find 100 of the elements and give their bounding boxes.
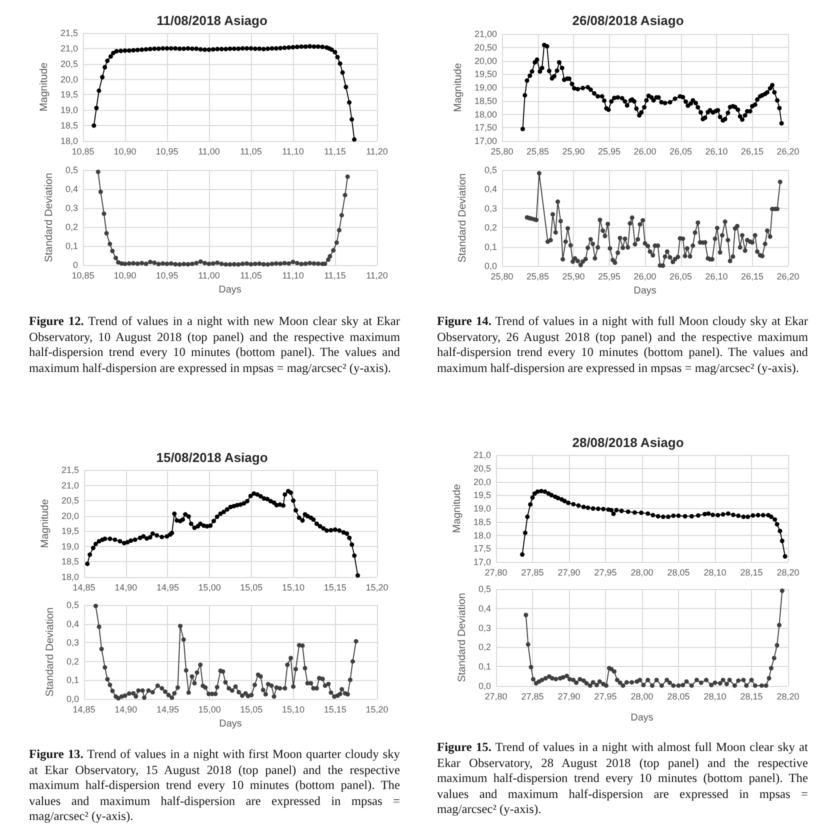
chart-title: 11/08/2018 Asiago bbox=[156, 13, 268, 28]
y-tick-label: 21,00 bbox=[474, 29, 497, 39]
x-tick-label: 11,10 bbox=[282, 146, 304, 156]
caption: Figure 14. Trend of values in a night with full Moon cloudy sky at Ekar Observatory, 26 August 2018 (top panel) and the respective maximum half-dispersion trend every 10 minutes (bottom panel). The values and maximum half-dispersion are expressed in mpsas = mag/arcsec² (y-axis). bbox=[437, 314, 808, 374]
y-tick-label: 21,0 bbox=[61, 480, 79, 490]
y-tick-label: 18,5 bbox=[60, 120, 78, 131]
x-tick-label: 26,20 bbox=[776, 272, 800, 282]
x-tick-label: 25,95 bbox=[598, 272, 621, 282]
x-tick-label: 27,80 bbox=[484, 692, 508, 702]
x-tick-label: 26,10 bbox=[705, 272, 728, 282]
caption: Figure 13. Trend of values in a night with first Moon quarter cloudy sky at Ekar Observatory, 15 August 2018 (top panel) and the respective maximum half-dispersion trend every 10 minutes (bottom panel). The values and maximum half-dispersion are expressed in mpsas = mag/arcsec² (y-axis). bbox=[29, 747, 400, 823]
x-tick-label: 11,05 bbox=[240, 146, 262, 156]
x-tick-label: 26,00 bbox=[634, 272, 656, 282]
y-tick-label: 0,1 bbox=[65, 241, 78, 251]
y-tick-label: 18,0 bbox=[60, 136, 78, 146]
y-tick-label: 19,50 bbox=[474, 69, 497, 80]
chart-title: 26/08/2018 Asiago bbox=[572, 13, 684, 28]
y-tick-label: 0 bbox=[72, 260, 78, 270]
y-tick-label: 0,4 bbox=[478, 603, 491, 614]
y-tick-label: 18,00 bbox=[474, 109, 497, 120]
y-tick-label: 0,3 bbox=[484, 203, 497, 214]
y-tick-label: 21,0 bbox=[60, 43, 78, 54]
x-tick-label: 15,10 bbox=[282, 704, 305, 714]
y-axis-title: Magnitude bbox=[39, 498, 52, 548]
y-tick-label: 0,1 bbox=[484, 242, 497, 252]
y-tick-label: 18,0 bbox=[473, 530, 491, 540]
x-tick-label: 14,95 bbox=[156, 704, 179, 714]
y-tick-label: 19,5 bbox=[473, 490, 491, 500]
y-tick-label: 0,2 bbox=[484, 222, 497, 233]
y-tick-label: 21,5 bbox=[60, 28, 78, 38]
y-axis-title: Magnitude bbox=[38, 62, 50, 112]
x-tick-label: 15,15 bbox=[324, 704, 346, 714]
y-tick-label: 18,5 bbox=[473, 516, 491, 527]
y-tick-label: 20,50 bbox=[474, 42, 497, 52]
y-tick-label: 19,0 bbox=[60, 105, 78, 116]
y-tick-label: 0,2 bbox=[65, 222, 78, 232]
x-tick-label: 26,00 bbox=[634, 146, 656, 156]
x-tick-label: 10,90 bbox=[114, 146, 136, 156]
x-tick-label: 27,95 bbox=[594, 692, 617, 702]
x-tick-label: 11,20 bbox=[366, 146, 388, 156]
y-tick-label: 17,00 bbox=[474, 136, 497, 146]
y-tick-label: 0,5 bbox=[66, 600, 79, 610]
x-tick-label: 10,85 bbox=[72, 146, 94, 156]
y-tick-label: 20,0 bbox=[61, 510, 79, 521]
y-tick-label: 0,4 bbox=[484, 184, 497, 194]
y-tick-label: 0,0 bbox=[478, 681, 491, 691]
caption: Figure 12. Trend of values in a night with new Moon clear sky at Ekar Observatory, 10 August 2018 (top panel) and the respective maximum half-dispersion trend every 10 minutes (bottom panel). The values and maximum half-dispersion are expressed in mpsas = mag/arcsec² (y-axis). bbox=[29, 314, 400, 374]
y-tick-label: 17,5 bbox=[473, 544, 491, 554]
y-axis-title: Magnitude bbox=[452, 62, 464, 112]
y-tick-label: 17,0 bbox=[473, 557, 491, 567]
x-tick-label: 14,85 bbox=[72, 582, 96, 592]
y-tick-label: 19,0 bbox=[61, 541, 79, 552]
x-tick-label: 28,20 bbox=[776, 568, 800, 578]
y-tick-label: 20,00 bbox=[474, 56, 497, 66]
y-tick-label: 21,5 bbox=[61, 465, 79, 475]
x-tick-label: 10,85 bbox=[72, 270, 94, 280]
x-tick-label: 28,15 bbox=[740, 568, 763, 578]
x-tick-label: 26,05 bbox=[669, 146, 692, 156]
x-tick-label: 15,05 bbox=[240, 704, 263, 714]
y-axis-title: Magnitude bbox=[451, 484, 464, 534]
y-tick-label: 0,5 bbox=[478, 584, 491, 594]
x-tick-label: 27,95 bbox=[594, 568, 617, 578]
x-tick-label: 26,20 bbox=[776, 146, 800, 156]
chart-title: 28/08/2018 Asiago bbox=[572, 435, 684, 450]
x-tick-label: 15,05 bbox=[240, 582, 263, 592]
y-tick-label: 0,3 bbox=[478, 622, 491, 633]
x-tick-label: 26,15 bbox=[740, 146, 764, 156]
x-tick-label: 11,15 bbox=[324, 270, 346, 280]
chart-title: 15/08/2018 Asiago bbox=[156, 450, 268, 465]
y-tick-label: 20,5 bbox=[60, 58, 78, 69]
y-tick-label: 0,1 bbox=[66, 675, 79, 686]
x-tick-label: 15,20 bbox=[366, 582, 388, 592]
y-tick-label: 19,00 bbox=[474, 82, 497, 92]
y-tick-label: 20,5 bbox=[473, 463, 491, 474]
x-tick-label: 27,90 bbox=[558, 692, 580, 702]
y-tick-label: 18,5 bbox=[61, 556, 79, 567]
x-tick-label: 25,85 bbox=[526, 146, 550, 156]
y-tick-label: 0,2 bbox=[66, 656, 79, 666]
x-tick-label: 14,95 bbox=[156, 582, 179, 592]
x-tick-label: 11,05 bbox=[240, 270, 262, 280]
y-tick-label: 0,0 bbox=[66, 694, 79, 704]
y-axis-title: Standard Deviation bbox=[44, 607, 56, 697]
y-tick-label: 21,0 bbox=[473, 450, 491, 460]
y-tick-label: 0,2 bbox=[478, 642, 491, 652]
x-tick-label: 10,95 bbox=[156, 146, 178, 156]
x-tick-label: 14,90 bbox=[114, 582, 138, 592]
y-tick-label: 0,5 bbox=[65, 165, 78, 175]
x-tick-label: 27,90 bbox=[558, 568, 580, 578]
x-tick-label: 26,05 bbox=[669, 272, 692, 282]
x-tick-label: 11,00 bbox=[198, 146, 220, 156]
x-tick-label: 15,20 bbox=[366, 704, 388, 714]
y-tick-label: 19,5 bbox=[61, 526, 79, 536]
x-tick-label: 28,10 bbox=[704, 568, 726, 578]
x-axis-title: Days bbox=[634, 286, 656, 296]
x-tick-label: 10,90 bbox=[114, 270, 136, 280]
x-tick-label: 11,10 bbox=[282, 270, 304, 280]
x-tick-label: 25,90 bbox=[562, 272, 585, 282]
y-axis-title: Standard Deviation bbox=[456, 592, 468, 682]
y-tick-label: 20,0 bbox=[473, 476, 491, 487]
y-tick-label: 0,0 bbox=[484, 261, 497, 271]
